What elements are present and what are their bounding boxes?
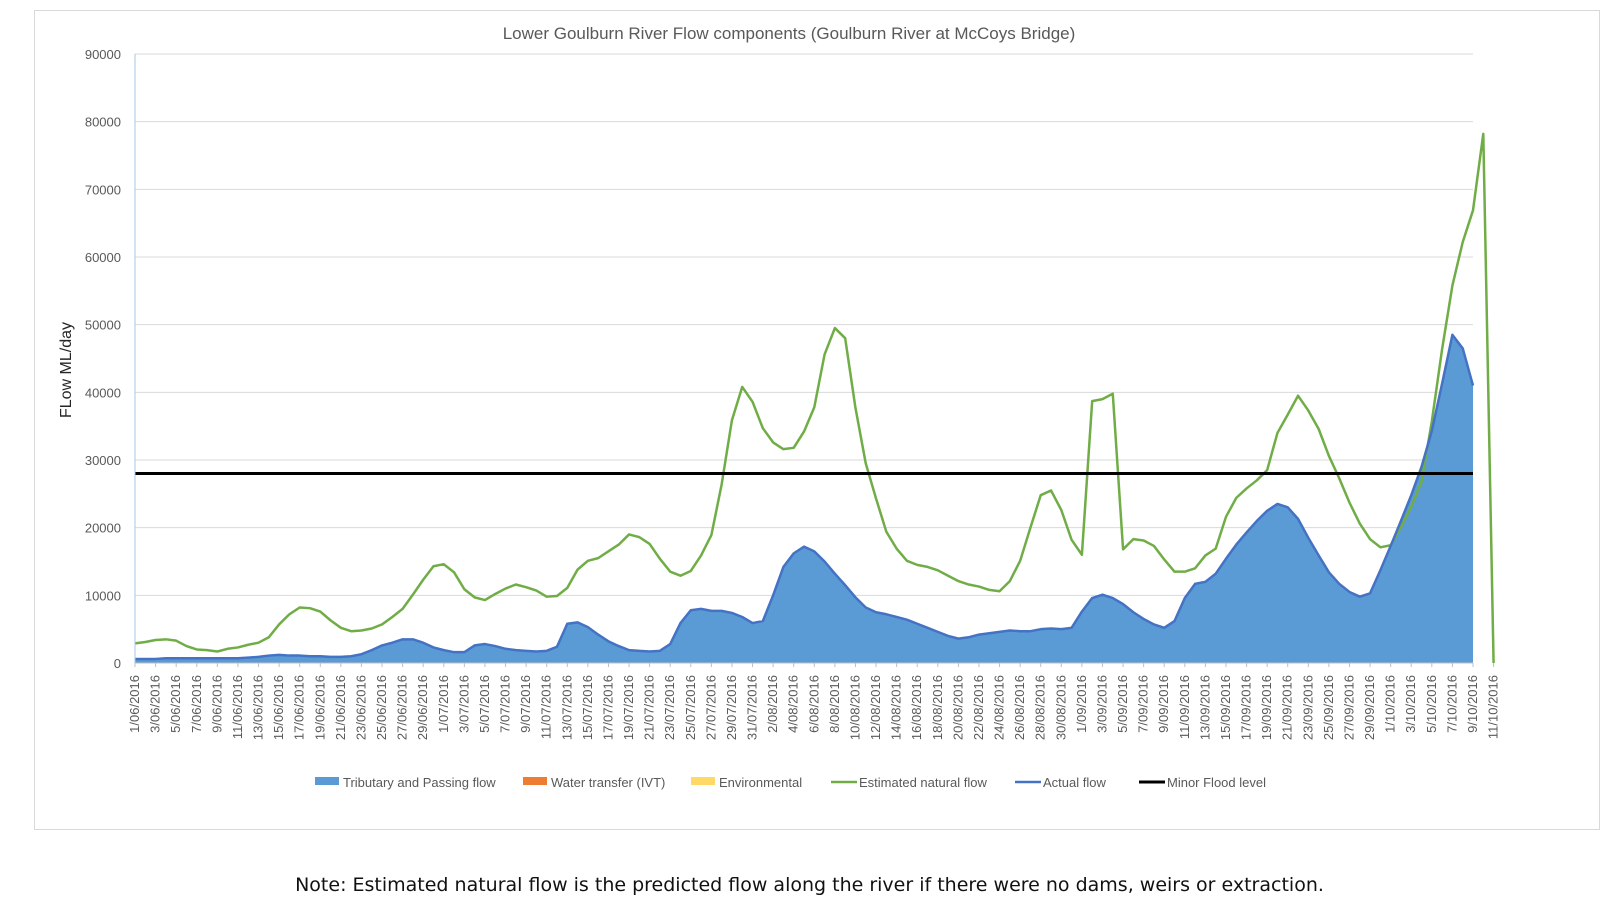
y-tick-label: 70000 <box>85 182 121 197</box>
x-tick-label: 25/07/2016 <box>683 675 698 740</box>
legend: Tributary and Passing flow Water transfer… <box>315 775 1266 790</box>
legend-label: Estimated natural flow <box>859 775 988 790</box>
x-tick-label: 5/10/2016 <box>1424 675 1439 733</box>
legend-label: Tributary and Passing flow <box>343 775 496 790</box>
x-tick-label: 1/07/2016 <box>436 675 451 733</box>
x-tick-label: 15/07/2016 <box>580 675 595 740</box>
x-tick-label: 23/07/2016 <box>662 675 677 740</box>
legend-label: Environmental <box>719 775 802 790</box>
axes: 0 10000 20000 30000 40000 50000 60000 70000 8000… <box>85 47 1501 740</box>
x-tick-label: 10/08/2016 <box>847 675 862 740</box>
chart-frame: Lower Goulburn River Flow components (Go… <box>34 10 1600 830</box>
y-tick-label: 20000 <box>85 521 121 536</box>
x-tick-label: 9/07/2016 <box>518 675 533 733</box>
x-tick-label: 9/10/2016 <box>1465 675 1480 733</box>
line-actual-flow <box>135 333 1475 661</box>
y-tick-label: 0 <box>114 656 121 671</box>
chart-note: Note: Estimated natural flow is the pred… <box>295 874 1324 896</box>
x-tick-label: 28/08/2016 <box>1033 675 1048 740</box>
x-tick-label: 11/10/2016 <box>1486 675 1501 739</box>
x-tick-label: 27/09/2016 <box>1341 675 1356 740</box>
area-tributary-and-passing-flow <box>135 334 1473 663</box>
x-tick-label: 21/09/2016 <box>1280 675 1295 740</box>
x-tick-label: 19/07/2016 <box>621 675 636 740</box>
flow-chart: Lower Goulburn River Flow components (Go… <box>58 24 1501 790</box>
legend-swatch <box>691 777 715 785</box>
x-tick-label: 6/08/2016 <box>806 675 821 733</box>
x-tick-label: 3/06/2016 <box>148 675 163 733</box>
x-tick-label: 27/07/2016 <box>703 675 718 740</box>
x-tick-label: 16/08/2016 <box>909 675 924 740</box>
x-tick-label: 27/06/2016 <box>395 675 410 740</box>
x-tick-label: 29/06/2016 <box>415 675 430 740</box>
x-tick-label: 1/09/2016 <box>1074 675 1089 733</box>
legend-label: Actual flow <box>1043 775 1106 790</box>
x-tick-label: 17/09/2016 <box>1239 675 1254 740</box>
x-tick-label: 23/06/2016 <box>353 675 368 740</box>
y-tick-label: 60000 <box>85 250 121 265</box>
x-tick-label: 15/09/2016 <box>1218 675 1233 740</box>
x-tick-label: 3/10/2016 <box>1403 675 1418 733</box>
y-tick-label: 30000 <box>85 453 121 468</box>
x-tick-label: 2/08/2016 <box>765 675 780 733</box>
x-tick-label: 25/06/2016 <box>374 675 389 740</box>
y-tick-label: 40000 <box>85 385 121 400</box>
x-tick-label: 19/06/2016 <box>312 675 327 740</box>
x-tick-label: 13/06/2016 <box>251 675 266 740</box>
x-tick-label: 22/08/2016 <box>971 675 986 740</box>
x-tick-label: 31/07/2016 <box>745 675 760 740</box>
x-tick-label: 11/07/2016 <box>539 675 554 739</box>
x-tick-label: 25/09/2016 <box>1321 675 1336 740</box>
x-tick-label: 5/06/2016 <box>168 675 183 733</box>
x-tick-label: 29/07/2016 <box>724 675 739 740</box>
x-tick-label: 18/08/2016 <box>930 675 945 740</box>
x-tick-label: 9/09/2016 <box>1156 675 1171 733</box>
chart-title: Lower Goulburn River Flow components (Go… <box>503 24 1076 43</box>
x-tick-label: 8/08/2016 <box>827 675 842 733</box>
y-tick-label: 80000 <box>85 115 121 130</box>
x-tick-label: 13/09/2016 <box>1197 675 1212 740</box>
legend-swatch <box>523 777 547 785</box>
x-tick-label: 30/08/2016 <box>1053 675 1068 740</box>
x-tick-label: 4/08/2016 <box>786 675 801 733</box>
y-tick-label: 10000 <box>85 588 121 603</box>
line-series <box>134 132 1495 664</box>
x-tick-label: 11/09/2016 <box>1177 675 1192 739</box>
y-axis-label: FLow ML/day <box>58 322 75 418</box>
legend-label: Minor Flood level <box>1167 775 1266 790</box>
x-tick-label: 20/08/2016 <box>950 675 965 740</box>
x-tick-label: 5/07/2016 <box>477 675 492 733</box>
x-tick-label: 15/06/2016 <box>271 675 286 740</box>
x-tick-label: 29/09/2016 <box>1362 675 1377 740</box>
x-tick-label: 5/09/2016 <box>1115 675 1130 733</box>
y-tick-label: 90000 <box>85 47 121 62</box>
legend-swatch <box>315 777 339 785</box>
x-tick-label: 1/10/2016 <box>1383 675 1398 733</box>
legend-label: Water transfer (IVT) <box>551 775 665 790</box>
x-tick-label: 3/09/2016 <box>1094 675 1109 733</box>
x-tick-label: 7/06/2016 <box>189 675 204 733</box>
x-tick-label: 14/08/2016 <box>889 675 904 740</box>
x-tick-label: 21/06/2016 <box>333 675 348 740</box>
x-tick-label: 23/09/2016 <box>1300 675 1315 740</box>
area-series <box>135 334 1473 663</box>
y-tick-label: 50000 <box>85 318 121 333</box>
x-tick-label: 21/07/2016 <box>642 675 657 740</box>
x-tick-label: 7/09/2016 <box>1136 675 1151 733</box>
x-tick-label: 9/06/2016 <box>209 675 224 733</box>
line-estimated-natural-flow <box>134 132 1495 664</box>
x-tick-label: 17/06/2016 <box>292 675 307 740</box>
x-tick-label: 17/07/2016 <box>600 675 615 740</box>
x-tick-label: 7/10/2016 <box>1444 675 1459 733</box>
x-tick-label: 1/06/2016 <box>127 675 142 733</box>
x-tick-label: 12/08/2016 <box>868 675 883 740</box>
x-tick-label: 24/08/2016 <box>992 675 1007 740</box>
x-tick-label: 13/07/2016 <box>559 675 574 740</box>
x-tick-label: 19/09/2016 <box>1259 675 1274 740</box>
x-tick-label: 7/07/2016 <box>498 675 513 733</box>
x-tick-label: 26/08/2016 <box>1012 675 1027 740</box>
gridlines <box>135 53 1473 596</box>
x-tick-label: 11/06/2016 <box>230 675 245 739</box>
x-tick-label: 3/07/2016 <box>456 675 471 733</box>
